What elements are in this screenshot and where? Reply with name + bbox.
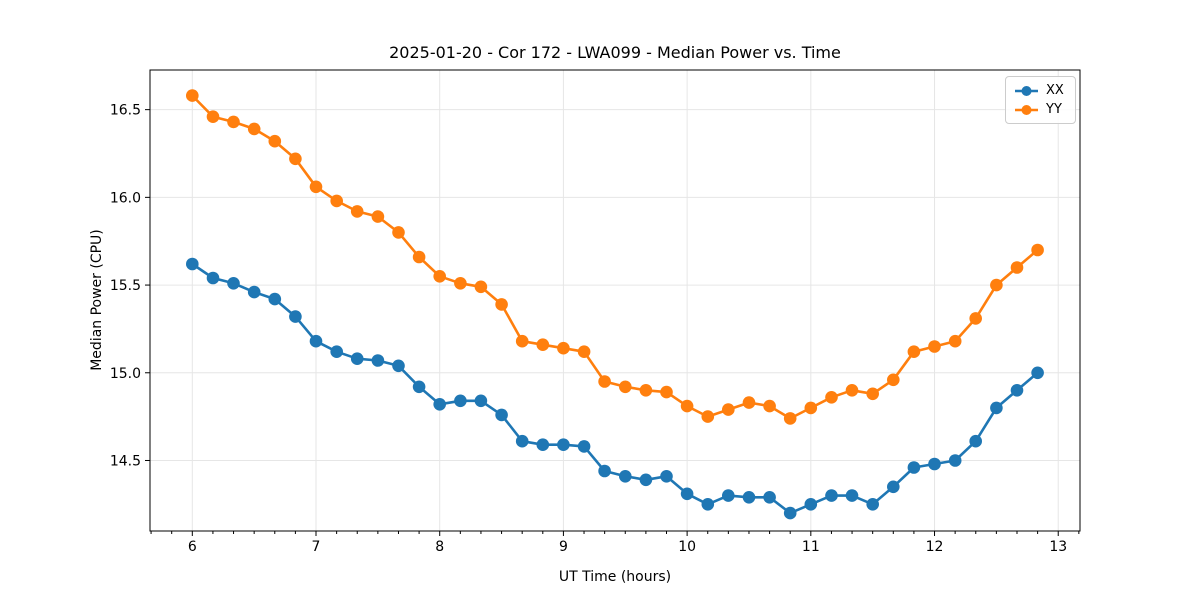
x-tick-labels: 6 7 8 9 10 11 12 13: [188, 539, 1067, 555]
grid: [150, 70, 1080, 531]
y-tick-labels: 14.5 15.0 15.5 16.0 16.5: [110, 103, 141, 470]
yy-series-swatch-icon: [1015, 104, 1038, 115]
series-markers-YY: [186, 89, 1044, 425]
svg-text:15.0: 15.0: [110, 366, 141, 382]
legend: XX YY: [1005, 76, 1076, 124]
chart-title: 2025-01-20 - Cor 172 - LWA099 - Median P…: [389, 43, 841, 62]
svg-text:6: 6: [188, 539, 197, 555]
svg-text:11: 11: [802, 539, 820, 555]
y-axis-label: Median Power (CPU): [89, 229, 105, 371]
legend-label-xx: XX: [1046, 83, 1064, 98]
svg-text:16.0: 16.0: [110, 190, 141, 206]
y-axis-ticks: [145, 109, 150, 461]
svg-text:13: 13: [1049, 539, 1067, 555]
series-markers-XX: [186, 257, 1044, 520]
svg-text:14.5: 14.5: [110, 453, 141, 469]
legend-item-xx: XX: [1014, 84, 1067, 98]
svg-text:10: 10: [678, 539, 696, 555]
axes-spines: [149, 69, 1081, 532]
x-axis-label: UT Time (hours): [558, 569, 672, 585]
svg-text:7: 7: [312, 539, 321, 555]
svg-text:16.5: 16.5: [110, 103, 141, 119]
legend-label-yy: YY: [1046, 102, 1062, 117]
svg-text:8: 8: [435, 539, 444, 555]
series-line-XX: [191, 262, 1039, 515]
svg-text:12: 12: [926, 539, 944, 555]
svg-text:15.5: 15.5: [110, 278, 141, 294]
svg-text:9: 9: [559, 539, 568, 555]
legend-item-yy: YY: [1014, 103, 1067, 117]
x-axis-ticks: [150, 531, 1080, 536]
xx-series-swatch-icon: [1015, 85, 1038, 96]
series-line-YY: [191, 94, 1039, 420]
